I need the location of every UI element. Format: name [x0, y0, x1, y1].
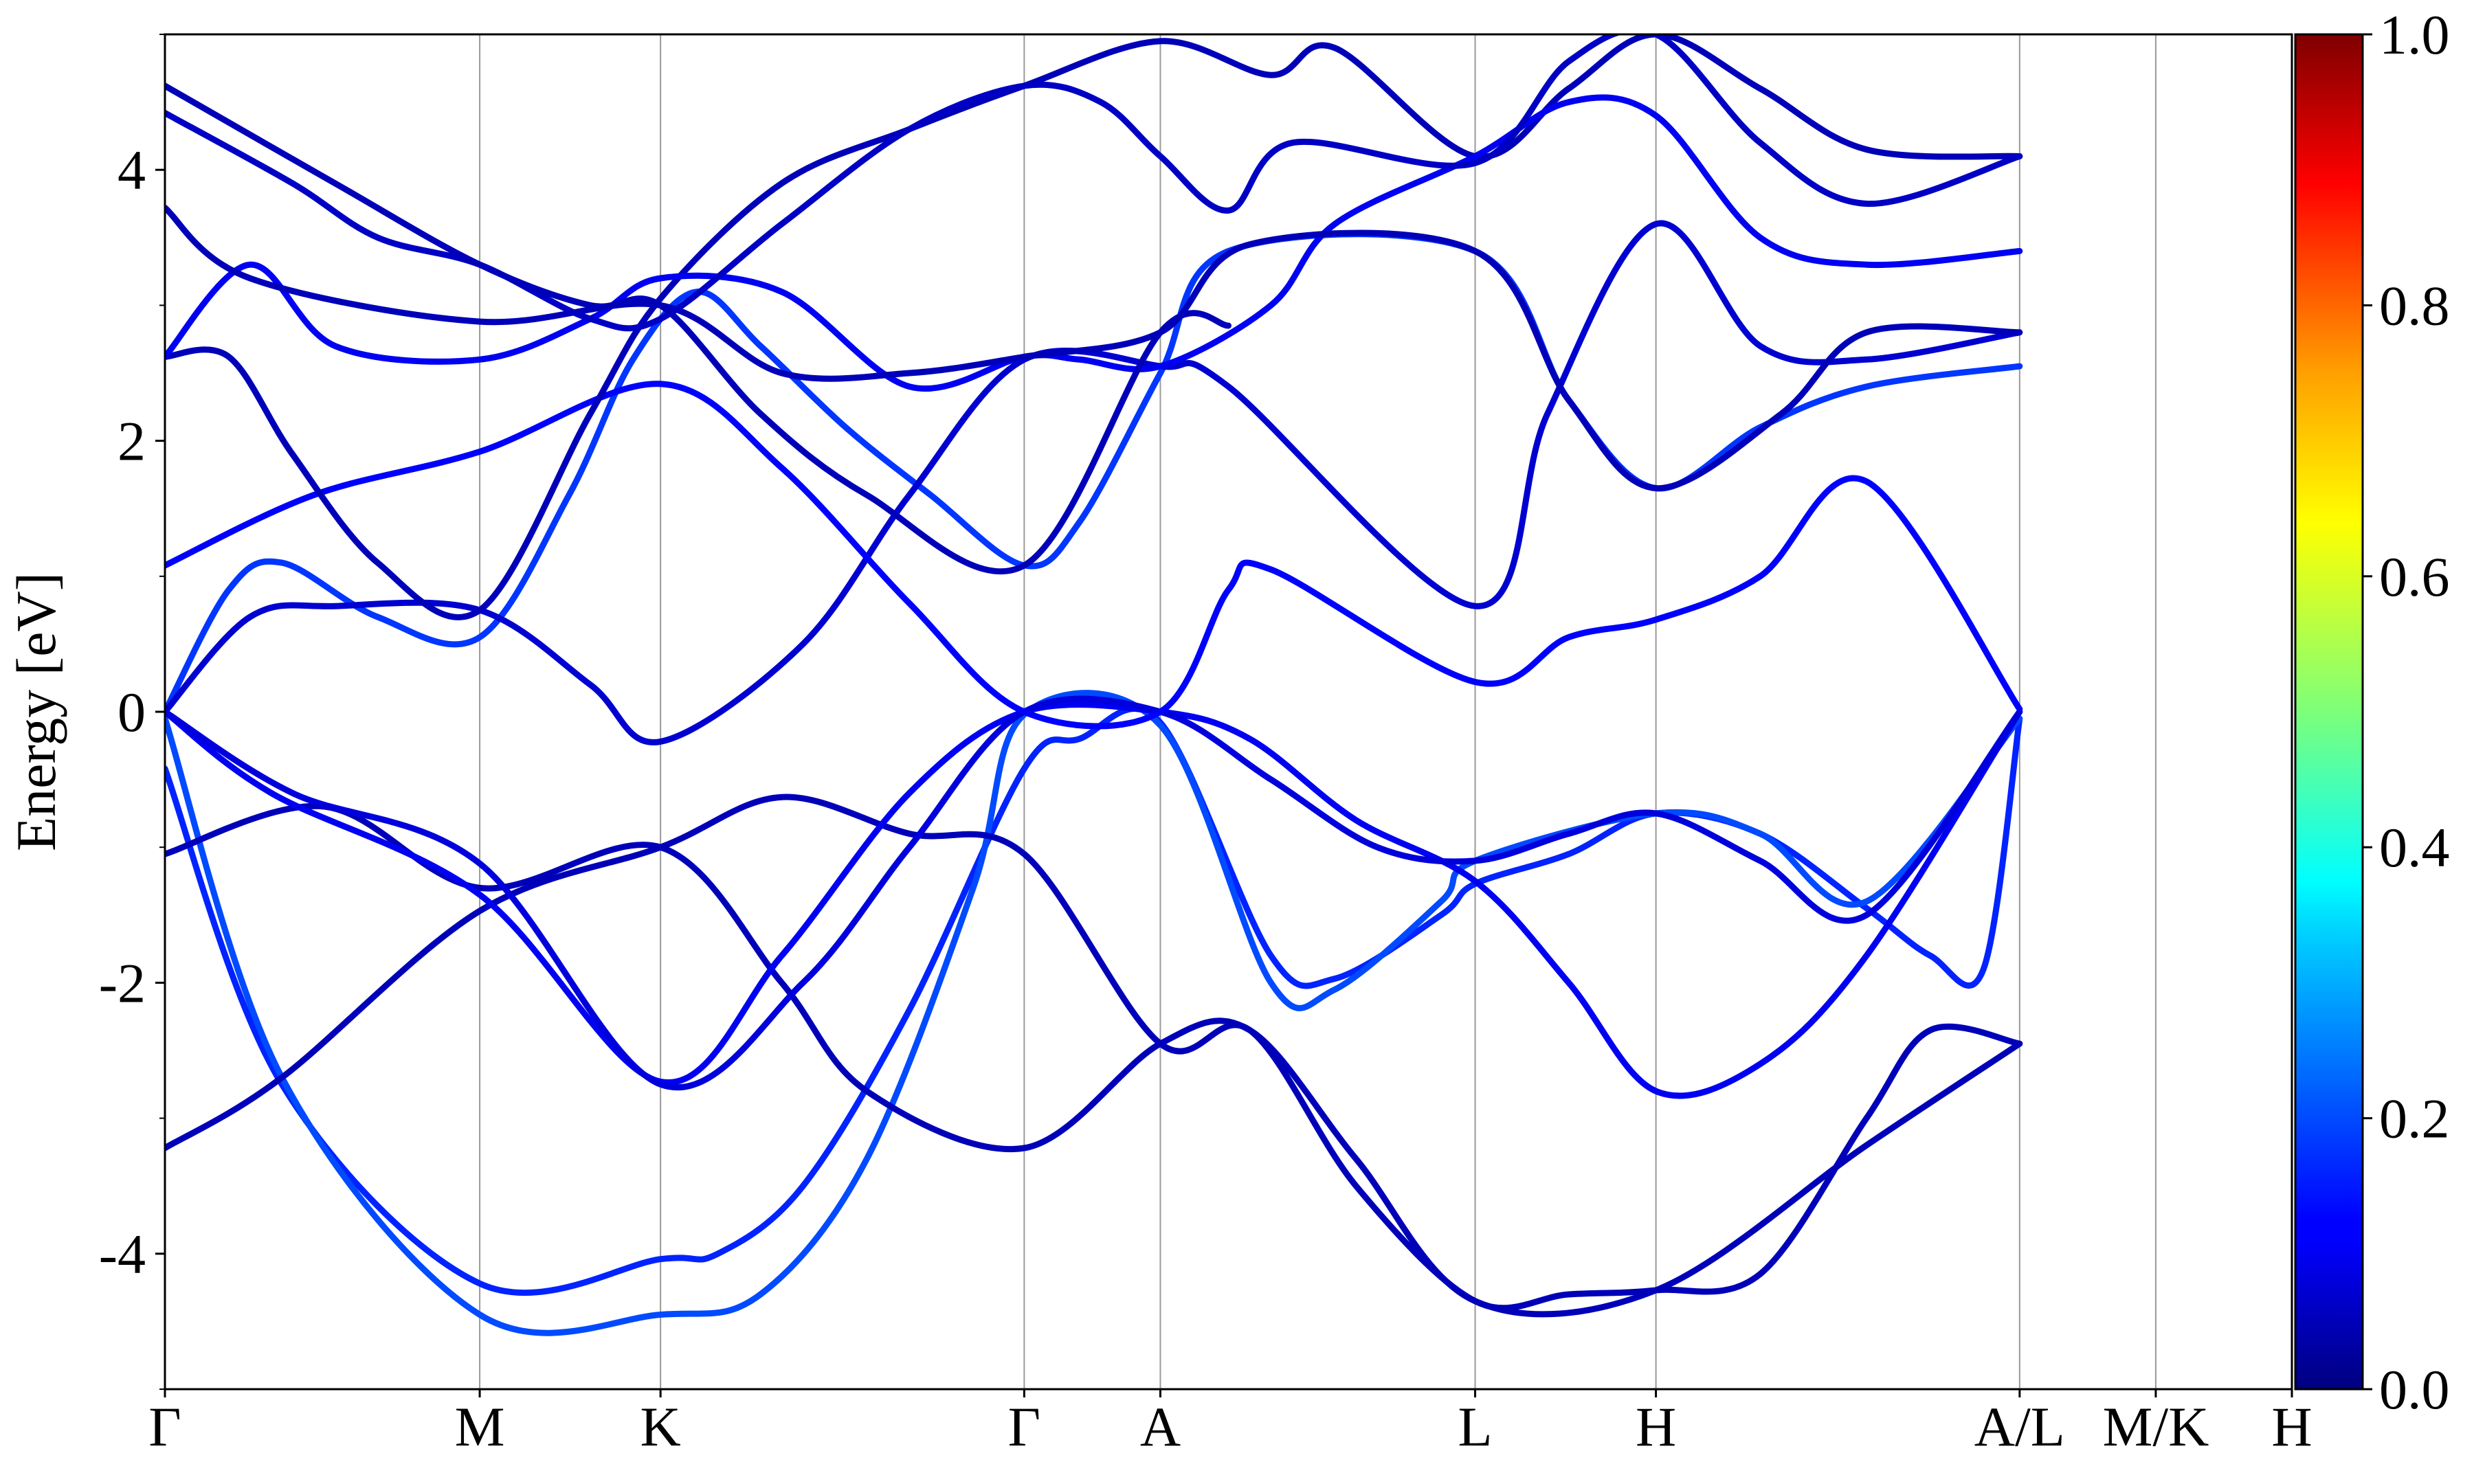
band-line — [165, 695, 2023, 1091]
band-line — [165, 701, 2023, 1099]
plot-frame — [164, 33, 2293, 1391]
y-axis-label: Energy [eV] — [5, 572, 67, 851]
band-line — [165, 381, 2023, 730]
x-tick-label: A — [1140, 1395, 1181, 1458]
colorbar — [2294, 33, 2364, 1391]
colorbar-tick-label: 1.0 — [2379, 3, 2450, 66]
colorbar-tick-label: 0.8 — [2379, 274, 2450, 337]
x-tick-label: A/L — [1974, 1395, 2065, 1458]
band-line — [165, 802, 2023, 1318]
y-tick-label: -2 — [99, 952, 146, 1014]
band-line — [165, 82, 1232, 575]
x-tick-label: M — [455, 1395, 505, 1458]
colorbar-tick-label: 0.6 — [2379, 546, 2450, 608]
x-tick-label: L — [1458, 1395, 1492, 1458]
x-tick-label: M/K — [2102, 1395, 2209, 1458]
y-tick-label: 0 — [118, 681, 146, 743]
bands — [165, 34, 2023, 1336]
x-axis: Γ M K Γ A L H A/L M/K H — [148, 1389, 2313, 1458]
y-tick-label: -4 — [99, 1223, 146, 1285]
band-line — [165, 94, 2023, 392]
band-line — [165, 706, 2023, 1296]
y-tick-label: 2 — [118, 410, 146, 473]
colorbar-ticks: 0.0 0.2 0.4 0.6 0.8 1.0 — [2363, 3, 2450, 1421]
y-tick-label: 4 — [118, 139, 146, 201]
band-line — [165, 690, 2023, 1336]
x-tick-label: Γ — [148, 1395, 181, 1458]
x-tick-label: H — [2271, 1395, 2312, 1458]
band-line — [165, 220, 2023, 745]
band-line — [165, 204, 2023, 492]
y-axis: -4 -2 0 2 4 — [99, 34, 165, 1390]
x-tick-label: H — [1636, 1395, 1676, 1458]
colorbar-tick-label: 0.0 — [2379, 1358, 2450, 1421]
colorbar-tick-label: 0.4 — [2379, 816, 2450, 879]
x-tick-label: K — [640, 1395, 681, 1458]
band-line — [165, 231, 2023, 715]
colorbar-tick-label: 0.2 — [2379, 1088, 2450, 1150]
x-tick-label: Γ — [1008, 1395, 1040, 1458]
band-line — [165, 794, 2023, 1312]
